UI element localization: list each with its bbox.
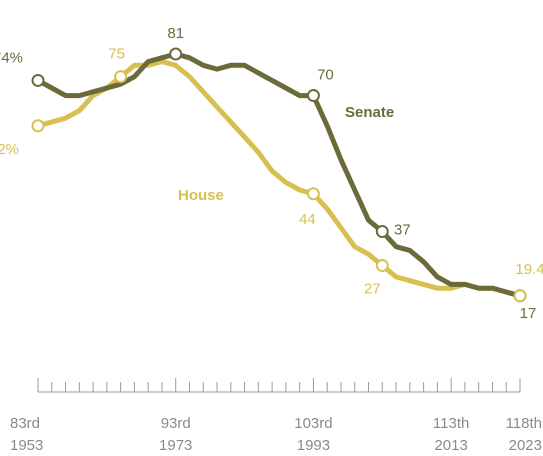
data-label-senate: 17 bbox=[520, 305, 537, 322]
marker-senate bbox=[375, 225, 389, 239]
data-label-house: 27 bbox=[364, 281, 381, 298]
data-label-house: 75 bbox=[108, 46, 125, 63]
data-label-house: 19.4 bbox=[515, 261, 543, 278]
x-tick-label-congress: 118th bbox=[506, 415, 542, 432]
x-tick-label-congress: 83rd bbox=[10, 415, 40, 432]
series-line-senate bbox=[35, 51, 523, 299]
plot-markers bbox=[31, 47, 527, 303]
series-line-house bbox=[35, 59, 523, 299]
marker-house bbox=[513, 289, 527, 303]
data-label-house: 44 bbox=[299, 211, 316, 228]
marker-house bbox=[114, 70, 128, 84]
x-tick-label-congress: 93rd bbox=[161, 415, 191, 432]
series-label-house: House bbox=[178, 187, 224, 204]
x-tick-label-year: 1993 bbox=[297, 437, 330, 454]
x-tick-label-year: 2023 bbox=[509, 437, 542, 454]
data-label-senate: 81 bbox=[167, 25, 184, 42]
marker-house bbox=[375, 259, 389, 273]
series-label-senate: Senate bbox=[345, 104, 394, 121]
x-tick-label-congress: 113th bbox=[433, 415, 469, 432]
x-tick-label-year: 1973 bbox=[159, 437, 192, 454]
data-label-senate: 70 bbox=[317, 67, 334, 84]
x-tick-label-year: 2013 bbox=[434, 437, 467, 454]
marker-senate bbox=[31, 73, 45, 87]
marker-house bbox=[306, 187, 320, 201]
data-label-senate: 74% bbox=[0, 49, 23, 66]
marker-senate bbox=[306, 89, 320, 103]
data-labels: 74% 81 70 37 17 62% 75 44 27 19.4 bbox=[0, 25, 543, 322]
x-tick-label-congress: 103rd bbox=[294, 415, 332, 432]
plot-lines bbox=[35, 51, 523, 299]
x-tick-label-year: 1953 bbox=[10, 437, 43, 454]
marker-senate bbox=[169, 47, 183, 61]
data-label-senate: 37 bbox=[394, 222, 411, 239]
x-axis: 83rd 1953 93rd 1973 103rd 1993 113th 2013 118th 2… bbox=[10, 378, 542, 454]
data-label-house: 62% bbox=[0, 141, 19, 158]
marker-house bbox=[31, 119, 45, 133]
